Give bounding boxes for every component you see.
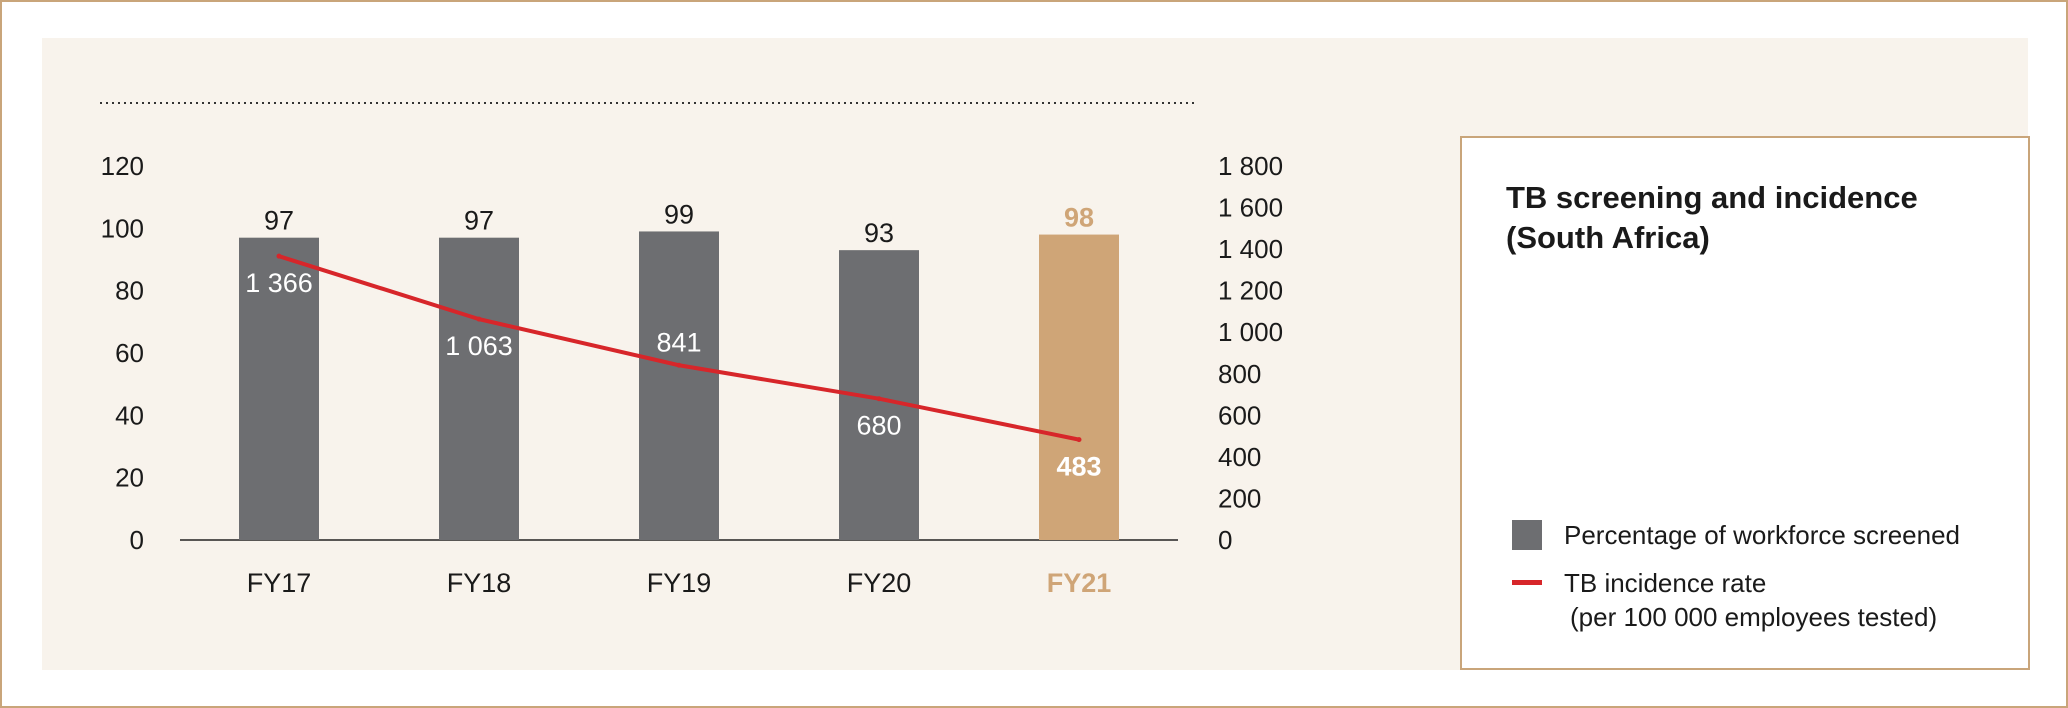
x-tick-label: FY20 [847, 568, 912, 598]
y-tick-label-right: 1 600 [1218, 193, 1283, 223]
line-value-label: 680 [856, 411, 901, 441]
legend-bar-swatch [1512, 520, 1542, 550]
bar-value-label: 97 [464, 206, 494, 236]
x-tick-label: FY21 [1047, 568, 1112, 598]
y-tick-label-left: 60 [115, 338, 144, 368]
legend-panel: TB screening and incidence (South Africa… [1460, 136, 2030, 670]
bar-fy17 [239, 237, 319, 540]
y-tick-label-right: 400 [1218, 442, 1261, 472]
y-tick-label-right: 800 [1218, 359, 1261, 389]
y-tick-label-right: 1 800 [1218, 151, 1283, 181]
bar-value-label: 93 [864, 218, 894, 248]
y-tick-label-left: 40 [115, 400, 144, 430]
y-tick-label-right: 200 [1218, 483, 1261, 513]
y-tick-label-right: 600 [1218, 400, 1261, 430]
y-tick-label-right: 1 400 [1218, 234, 1283, 264]
y-tick-label-left: 80 [115, 276, 144, 306]
y-tick-label-left: 20 [115, 463, 144, 493]
tb-incidence-point [1076, 437, 1082, 443]
tb-incidence-point [676, 362, 682, 368]
line-value-label: 483 [1056, 452, 1101, 482]
legend-label-workforce-screened: Percentage of workforce screened [1564, 520, 1960, 550]
line-value-label: 1 366 [245, 268, 313, 298]
y-tick-label-left: 120 [101, 151, 144, 181]
y-tick-label-right: 1 000 [1218, 317, 1283, 347]
bar-value-label: 97 [264, 206, 294, 236]
bar-value-label: 99 [664, 199, 694, 229]
y-tick-label-left: 100 [101, 213, 144, 243]
chart-panel: 0 20 40 60 80 100 120 0 200 400 600 800 1 000 1 200 1 … [42, 38, 2030, 670]
y-tick-label-left: 0 [130, 525, 144, 555]
legend-label-tb-incidence: TB incidence rate [1564, 568, 1767, 598]
tb-incidence-point [876, 396, 882, 402]
bar-fy19 [639, 231, 719, 540]
tb-incidence-point [476, 316, 482, 322]
chart-title-line-1: TB screening and incidence [1506, 180, 1918, 215]
chart-title: TB screening and incidence (South Africa… [1506, 178, 1918, 258]
y-tick-label-right: 0 [1218, 525, 1232, 555]
chart-plot: 0 20 40 60 80 100 120 0 200 400 600 800 1 000 1 200 1 … [100, 102, 1283, 598]
bar-value-label: 98 [1064, 203, 1094, 233]
y-tick-label-right: 1 200 [1218, 276, 1283, 306]
bar-fy18 [439, 237, 519, 540]
x-tick-label: FY18 [447, 568, 512, 598]
line-value-label: 1 063 [445, 331, 513, 361]
line-value-label: 841 [656, 327, 701, 357]
tb-incidence-point [276, 253, 282, 259]
legend-line-swatch [1512, 580, 1542, 585]
legend-sublabel-tb-incidence: (per 100 000 employees tested) [1570, 602, 1938, 632]
x-tick-label: FY17 [247, 568, 312, 598]
chart-title-line-2: (South Africa) [1506, 220, 1710, 255]
x-tick-label: FY19 [647, 568, 712, 598]
bar-fy21 [1039, 234, 1119, 541]
